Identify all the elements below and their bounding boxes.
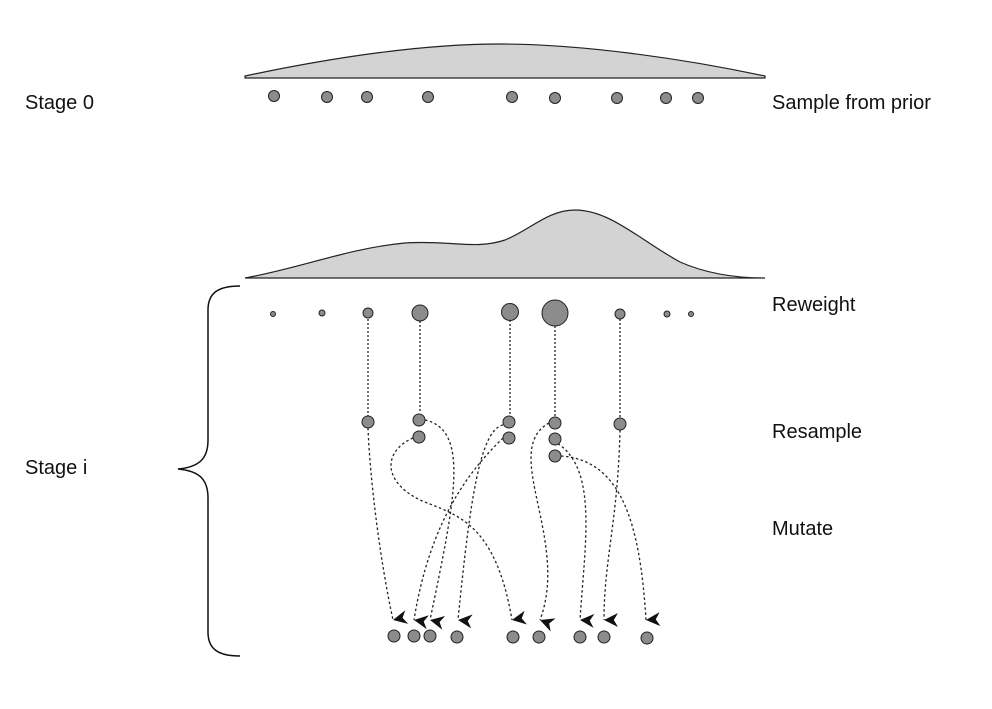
mutate-arrow [548, 438, 595, 628]
reweighted-particle [614, 308, 626, 320]
mutated-particle [532, 630, 546, 644]
prior-particle [422, 91, 434, 103]
resampled-particles [361, 413, 627, 463]
reweighted-particles [270, 299, 694, 327]
resampled-particle [502, 415, 516, 429]
resampled-particle [548, 449, 562, 463]
mutate-arrow [530, 422, 556, 632]
mutate-arrow [560, 455, 661, 627]
mutated-particle [450, 630, 464, 644]
prior-particle [506, 91, 518, 103]
reweighted-particle [318, 309, 326, 317]
mutated-particle [573, 630, 587, 644]
reweighted-particle [362, 307, 374, 319]
mutated-particle [640, 631, 654, 645]
intermediate-density-curve [244, 209, 766, 279]
prior-particle [321, 91, 333, 103]
resampled-particle [548, 432, 562, 446]
mutate-arrow [413, 437, 504, 630]
prior-density-curve [244, 43, 766, 79]
resampled-particle [548, 416, 562, 430]
resampled-particle [502, 431, 516, 445]
prior-particles [268, 90, 704, 104]
reweight-label: Reweight [772, 294, 856, 316]
mutate-arrows [367, 419, 661, 632]
mutated-particles [387, 629, 654, 645]
mutate-arrow [424, 419, 455, 630]
reweighted-particle [663, 310, 671, 318]
resampled-particle [613, 417, 627, 431]
mutated-particle [597, 630, 611, 644]
resampled-particle [361, 415, 375, 429]
mutate-arrow [457, 424, 504, 629]
mutated-particle [407, 629, 421, 643]
reweighted-particle [411, 304, 429, 322]
mutate-label: Mutate [772, 518, 834, 540]
resampled-particle [412, 413, 426, 427]
resampled-particle [412, 430, 426, 444]
mutate-arrow [390, 437, 527, 625]
stage-i-brace [177, 285, 241, 657]
prior-particle [611, 92, 623, 104]
resample-label: Resample [772, 421, 863, 443]
stage-i-label: Stage i [25, 457, 88, 479]
prior-particle [268, 90, 280, 102]
reweight-links [367, 319, 621, 418]
prior-particle [660, 92, 672, 104]
prior-particle [692, 92, 704, 104]
mutated-particle [423, 629, 437, 643]
stage-0-label: Stage 0 [25, 92, 94, 114]
reweighted-particle [270, 311, 276, 317]
sample-from-prior-label: Sample from prior [772, 92, 931, 114]
mutate-arrow [603, 429, 621, 628]
reweighted-particle [541, 299, 569, 327]
prior-particle [361, 91, 373, 103]
mutated-particle [506, 630, 520, 644]
reweighted-particle [501, 303, 519, 321]
prior-particle [549, 92, 561, 104]
mutate-arrow [367, 427, 409, 624]
reweighted-particle [688, 311, 694, 317]
mutated-particle [387, 629, 401, 643]
